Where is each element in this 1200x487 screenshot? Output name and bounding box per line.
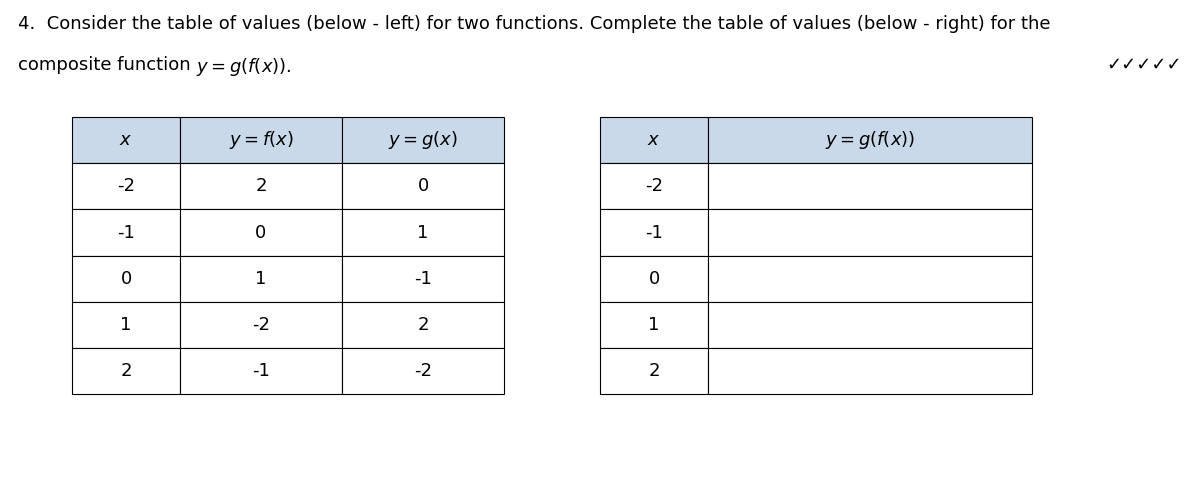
Text: -1: -1 [252, 362, 270, 380]
Text: $x$: $x$ [119, 131, 133, 149]
FancyBboxPatch shape [708, 302, 1032, 348]
FancyBboxPatch shape [342, 256, 504, 302]
FancyBboxPatch shape [72, 117, 180, 163]
FancyBboxPatch shape [600, 302, 708, 348]
FancyBboxPatch shape [72, 302, 180, 348]
FancyBboxPatch shape [708, 209, 1032, 256]
Text: -1: -1 [118, 224, 134, 242]
Text: 4.  Consider the table of values (below - left) for two functions. Complete the : 4. Consider the table of values (below -… [18, 15, 1050, 33]
Text: 0: 0 [120, 270, 132, 288]
Text: -1: -1 [414, 270, 432, 288]
Text: -1: -1 [646, 224, 662, 242]
Text: 1: 1 [120, 316, 132, 334]
FancyBboxPatch shape [342, 348, 504, 394]
FancyBboxPatch shape [180, 256, 342, 302]
FancyBboxPatch shape [342, 163, 504, 209]
Text: 0: 0 [648, 270, 660, 288]
Text: $y = g(x)$: $y = g(x)$ [388, 129, 458, 151]
FancyBboxPatch shape [180, 163, 342, 209]
FancyBboxPatch shape [342, 117, 504, 163]
Text: 2: 2 [418, 316, 428, 334]
Text: $y = g(f(x)).$: $y = g(f(x)).$ [196, 56, 292, 78]
FancyBboxPatch shape [600, 256, 708, 302]
FancyBboxPatch shape [180, 209, 342, 256]
Text: 2: 2 [120, 362, 132, 380]
Text: composite function: composite function [18, 56, 197, 74]
Text: -2: -2 [118, 177, 134, 195]
Text: -2: -2 [414, 362, 432, 380]
Text: 1: 1 [648, 316, 660, 334]
FancyBboxPatch shape [600, 163, 708, 209]
Text: -2: -2 [252, 316, 270, 334]
FancyBboxPatch shape [600, 348, 708, 394]
FancyBboxPatch shape [708, 163, 1032, 209]
FancyBboxPatch shape [600, 117, 708, 163]
FancyBboxPatch shape [708, 256, 1032, 302]
FancyBboxPatch shape [180, 348, 342, 394]
FancyBboxPatch shape [72, 163, 180, 209]
FancyBboxPatch shape [180, 117, 342, 163]
Text: 0: 0 [418, 177, 428, 195]
FancyBboxPatch shape [342, 302, 504, 348]
FancyBboxPatch shape [600, 209, 708, 256]
FancyBboxPatch shape [72, 256, 180, 302]
Text: 1: 1 [418, 224, 428, 242]
FancyBboxPatch shape [72, 209, 180, 256]
Text: $x$: $x$ [647, 131, 661, 149]
Text: 1: 1 [256, 270, 266, 288]
FancyBboxPatch shape [708, 348, 1032, 394]
FancyBboxPatch shape [180, 302, 342, 348]
Text: ✓✓✓✓✓: ✓✓✓✓✓ [1106, 56, 1182, 74]
Text: -2: -2 [646, 177, 662, 195]
Text: 2: 2 [648, 362, 660, 380]
Text: $y = f(x)$: $y = f(x)$ [229, 129, 293, 151]
FancyBboxPatch shape [72, 348, 180, 394]
FancyBboxPatch shape [342, 209, 504, 256]
FancyBboxPatch shape [708, 117, 1032, 163]
Text: $y = g(f(x))$: $y = g(f(x))$ [824, 129, 916, 151]
Text: 0: 0 [256, 224, 266, 242]
Text: 2: 2 [256, 177, 266, 195]
